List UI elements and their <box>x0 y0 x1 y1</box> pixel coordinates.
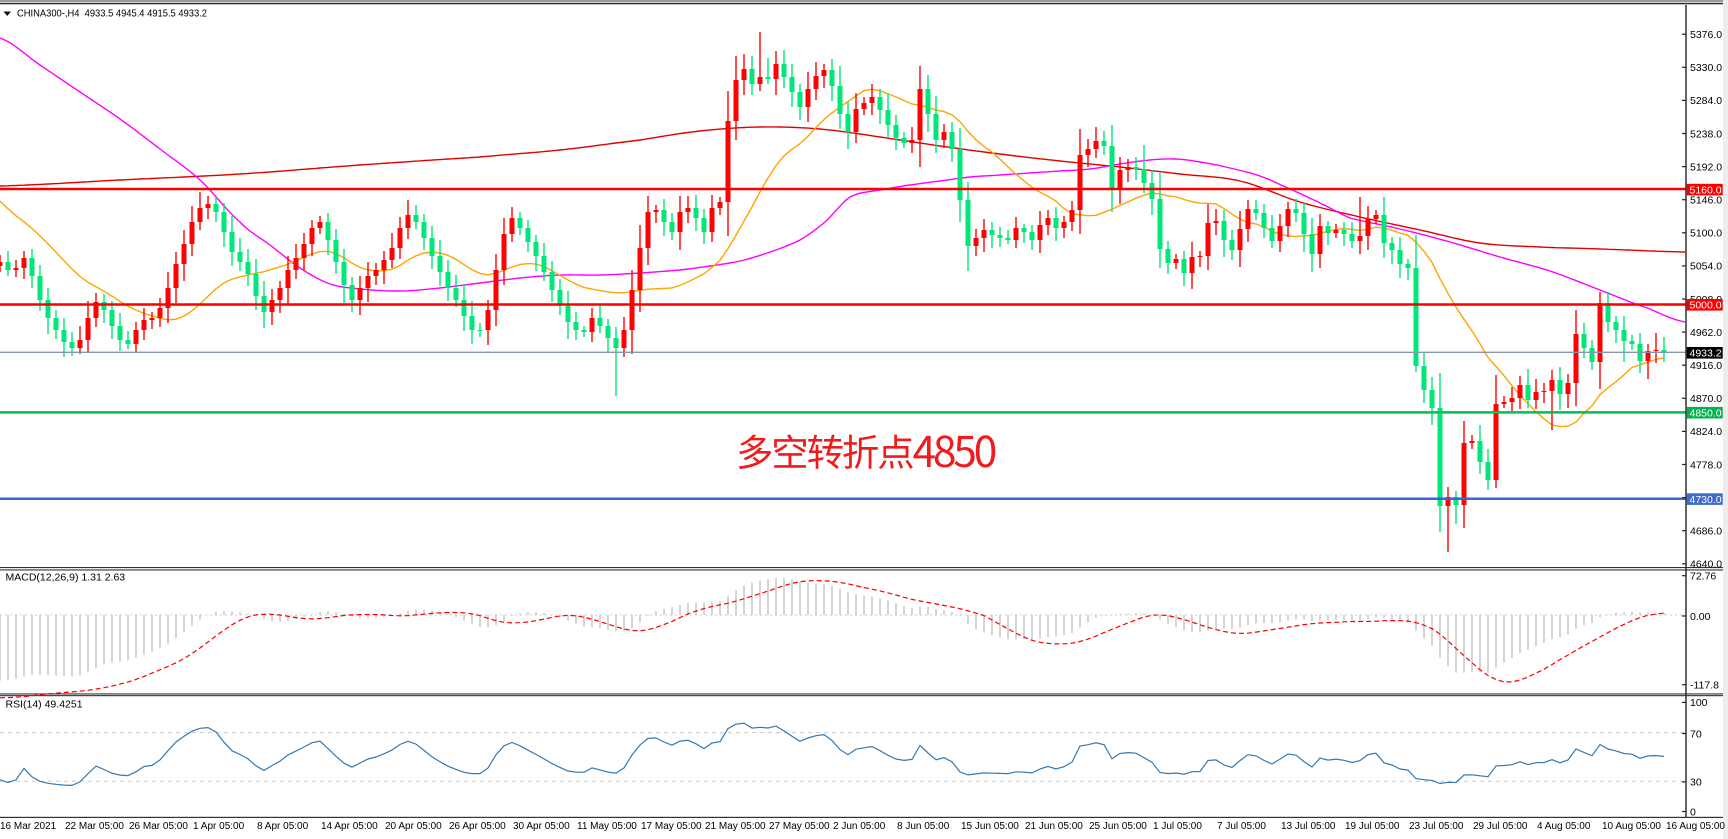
svg-text:16 Aug 05:00: 16 Aug 05:00 <box>1666 821 1725 832</box>
svg-text:5146.0: 5146.0 <box>1690 195 1722 207</box>
svg-text:0.00: 0.00 <box>1690 611 1711 623</box>
svg-text:1 Jul 05:00: 1 Jul 05:00 <box>1153 821 1202 832</box>
svg-text:5330.0: 5330.0 <box>1690 62 1722 74</box>
svg-text:5192.0: 5192.0 <box>1690 161 1722 173</box>
svg-text:5100.0: 5100.0 <box>1690 228 1722 240</box>
svg-text:5238.0: 5238.0 <box>1690 128 1722 140</box>
svg-text:17 May 05:00: 17 May 05:00 <box>641 821 702 832</box>
svg-text:4778.0: 4778.0 <box>1690 459 1722 471</box>
svg-text:26 Mar 05:00: 26 Mar 05:00 <box>129 821 188 832</box>
svg-text:70: 70 <box>1690 728 1702 740</box>
svg-text:4850.0: 4850.0 <box>1690 408 1722 420</box>
svg-text:13 Jul 05:00: 13 Jul 05:00 <box>1281 821 1336 832</box>
svg-text:22 Mar 05:00: 22 Mar 05:00 <box>65 821 124 832</box>
svg-text:5160.0: 5160.0 <box>1690 185 1722 197</box>
svg-text:5376.0: 5376.0 <box>1690 29 1722 41</box>
svg-text:29 Jul 05:00: 29 Jul 05:00 <box>1473 821 1528 832</box>
svg-text:7 Jul 05:00: 7 Jul 05:00 <box>1217 821 1266 832</box>
svg-text:21 May 05:00: 21 May 05:00 <box>705 821 766 832</box>
svg-text:MACD(12,26,9) 1.31 2.63: MACD(12,26,9) 1.31 2.63 <box>6 572 126 584</box>
svg-text:4933.2: 4933.2 <box>1690 348 1722 360</box>
svg-text:30 Apr 05:00: 30 Apr 05:00 <box>513 821 570 832</box>
svg-text:4962.0: 4962.0 <box>1690 327 1722 339</box>
svg-text:5000.0: 5000.0 <box>1690 300 1722 312</box>
svg-text:4 Aug 05:00: 4 Aug 05:00 <box>1537 821 1591 832</box>
svg-text:4824.0: 4824.0 <box>1690 426 1722 438</box>
svg-text:11 May 05:00: 11 May 05:00 <box>577 821 637 832</box>
svg-text:26 Apr 05:00: 26 Apr 05:00 <box>449 821 506 832</box>
svg-text:19 Jul 05:00: 19 Jul 05:00 <box>1345 821 1400 832</box>
svg-text:20 Apr 05:00: 20 Apr 05:00 <box>385 821 442 832</box>
svg-text:5054.0: 5054.0 <box>1690 261 1722 273</box>
svg-text:5284.0: 5284.0 <box>1690 95 1722 107</box>
svg-text:0: 0 <box>1690 806 1696 818</box>
svg-text:27 May 05:00: 27 May 05:00 <box>769 821 830 832</box>
svg-text:16 Mar 2021: 16 Mar 2021 <box>0 821 57 832</box>
svg-text:4640.0: 4640.0 <box>1690 559 1722 571</box>
svg-text:25 Jun 05:00: 25 Jun 05:00 <box>1089 821 1147 832</box>
svg-text:72.76: 72.76 <box>1690 571 1716 583</box>
svg-text:2 Jun 05:00: 2 Jun 05:00 <box>833 821 886 832</box>
svg-text:30: 30 <box>1690 777 1702 789</box>
svg-text:4916.0: 4916.0 <box>1690 360 1722 372</box>
svg-text:8 Jun 05:00: 8 Jun 05:00 <box>897 821 950 832</box>
svg-text:100: 100 <box>1690 697 1708 709</box>
svg-text:21 Jun 05:00: 21 Jun 05:00 <box>1025 821 1083 832</box>
svg-text:4686.0: 4686.0 <box>1690 526 1722 538</box>
svg-text:4870.0: 4870.0 <box>1690 393 1722 405</box>
svg-text:-117.8: -117.8 <box>1690 680 1719 692</box>
svg-text:RSI(14) 49.4251: RSI(14) 49.4251 <box>6 699 83 711</box>
svg-text:23 Jul 05:00: 23 Jul 05:00 <box>1409 821 1464 832</box>
svg-text:8 Apr 05:00: 8 Apr 05:00 <box>257 821 309 832</box>
svg-text:CHINA300-,H4 4933.5 4945.4 49: CHINA300-,H4 4933.5 4945.4 4915.5 4933.2 <box>17 8 207 20</box>
svg-text:15 Jun 05:00: 15 Jun 05:00 <box>961 821 1019 832</box>
svg-text:4730.0: 4730.0 <box>1690 494 1722 506</box>
svg-text:1 Apr 05:00: 1 Apr 05:00 <box>193 821 245 832</box>
svg-text:14 Apr 05:00: 14 Apr 05:00 <box>321 821 378 832</box>
svg-text:10 Aug 05:00: 10 Aug 05:00 <box>1602 821 1661 832</box>
